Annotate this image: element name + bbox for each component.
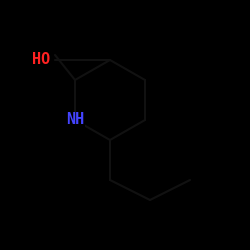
Text: NH: NH xyxy=(66,112,84,128)
Text: HO: HO xyxy=(32,52,50,68)
